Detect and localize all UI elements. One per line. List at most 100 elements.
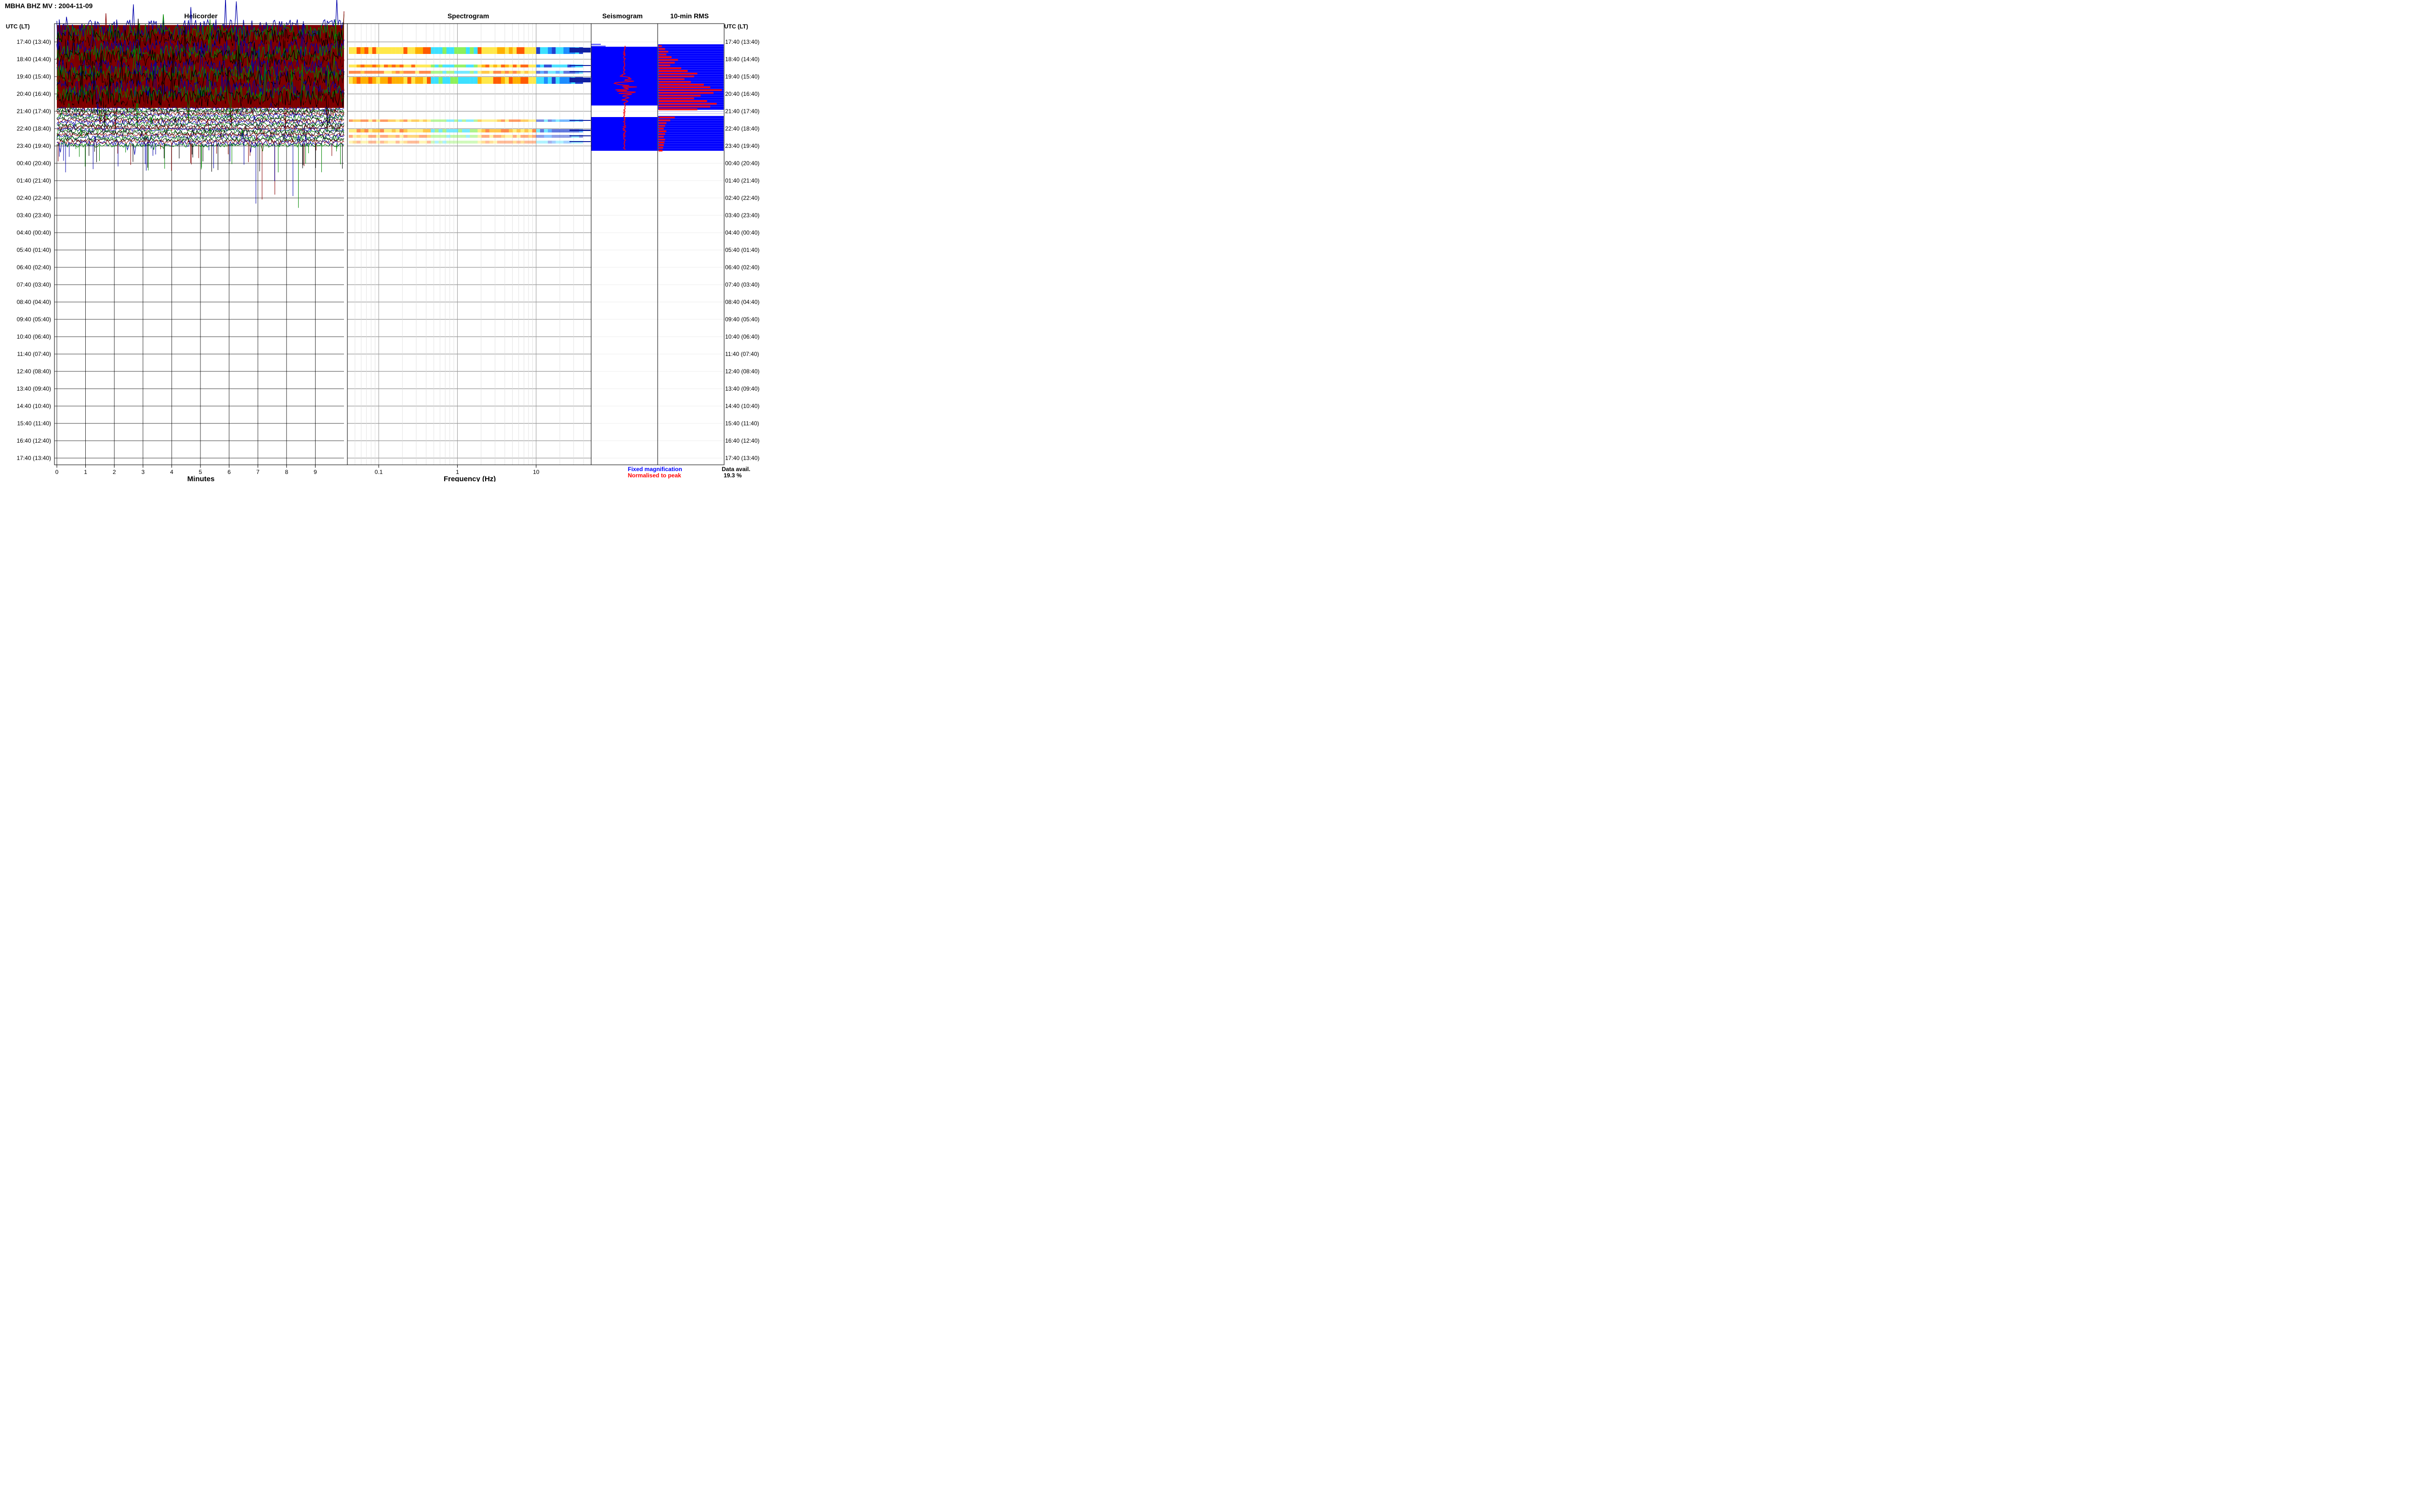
spectrogram-cell: [536, 71, 540, 74]
spectrogram-cell: [516, 77, 521, 84]
spectrogram-cell: [493, 129, 497, 132]
spectrogram-cell: [563, 47, 568, 54]
spectrogram-cell: [442, 71, 447, 74]
spectrogram-cell: [411, 77, 415, 84]
spectrogram-cell: [528, 129, 532, 132]
spectrogram-cell: [516, 47, 521, 54]
spectrogram-cell: [423, 65, 427, 67]
spectrogram-cell: [392, 47, 396, 54]
spectrogram-cell: [466, 135, 470, 138]
spectrogram-cell: [368, 119, 372, 122]
spectrogram-cell: [431, 141, 435, 144]
spectrogram-cell: [360, 141, 365, 144]
spectrogram-cell: [384, 77, 388, 84]
spectrogram-cell: [454, 77, 458, 84]
spectrogram-cell: [423, 71, 427, 74]
legend-fixed-magnification: Fixed magnification: [628, 466, 682, 473]
spectrogram-cell: [528, 65, 532, 67]
spectrogram-cell: [477, 71, 482, 74]
spectrogram-cell: [474, 65, 478, 67]
spectrogram-cell: [497, 77, 501, 84]
spectrogram-cell: [466, 141, 470, 144]
spectrogram-cell: [501, 135, 505, 138]
spectrogram-cell: [501, 129, 505, 132]
spectrogram-cell: [559, 47, 564, 54]
spectrogram-cell: [493, 141, 497, 144]
spectrogram-cell: [372, 141, 376, 144]
rms-normalised-bar: [659, 97, 694, 100]
spectrogram-high-freq-band: [569, 65, 591, 66]
spectrogram-cell: [552, 135, 556, 138]
rms-normalised-bar: [659, 53, 667, 55]
spectrogram-cell: [403, 47, 408, 54]
spectrogram-cell: [466, 77, 470, 84]
rms-normalised-bar: [659, 141, 665, 144]
spectrogram-cell: [427, 65, 431, 67]
spectrogram-cell: [509, 129, 513, 132]
spectrogram-cell: [540, 129, 544, 132]
spectrogram-cell: [392, 141, 396, 144]
spectrogram-cell: [407, 141, 411, 144]
spectrogram-cell: [438, 129, 443, 132]
spectrogram-cell: [505, 77, 509, 84]
spectrogram-cell: [454, 71, 458, 74]
minutes-tick-label: 4: [170, 469, 173, 475]
spectrogram-cell: [450, 129, 454, 132]
spectrogram-cell: [489, 135, 493, 138]
rms-normalised-bar: [659, 146, 663, 149]
spectrogram-cell: [435, 129, 439, 132]
spectrogram-cell: [505, 47, 509, 54]
spectrogram-cell: [477, 119, 482, 122]
spectrogram-cell: [399, 119, 404, 122]
spectrogram-cell: [477, 77, 482, 84]
spectrogram-cell: [552, 129, 556, 132]
spectrogram-cell: [552, 71, 556, 74]
spectrogram-cell: [532, 65, 536, 67]
spectrogram-cell: [552, 47, 556, 54]
spectrogram-cell: [559, 119, 564, 122]
spectrogram-cell: [372, 119, 376, 122]
helicorder-trace: [56, 70, 344, 133]
helicorder-title: Helicorder: [184, 12, 218, 20]
spectrogram-cell: [540, 47, 544, 54]
spectrogram-cell: [392, 71, 396, 74]
spectrogram-cell: [501, 77, 505, 84]
x-axes: 0 1 2 3 4 5 6 7 8 9 0.1 1 10: [55, 465, 540, 475]
spectrogram-cell: [438, 65, 443, 67]
spectrogram-cell: [349, 135, 353, 138]
spectrogram-cell: [431, 135, 435, 138]
spectrogram-cell: [493, 47, 497, 54]
time-label-left: 03:40 (23:40): [17, 212, 51, 219]
spectrogram-cell: [431, 77, 435, 84]
time-label-right: 14:40 (10:40): [725, 403, 759, 409]
helicorder-trace: [56, 14, 344, 58]
spectrogram-cell: [505, 65, 509, 67]
rms-normalised-bar: [659, 89, 722, 91]
spectrogram-cell: [497, 47, 501, 54]
spectrogram-cell: [544, 141, 548, 144]
spectrogram-cell: [446, 141, 450, 144]
spectrogram-cell: [481, 141, 486, 144]
spectrogram-cell: [411, 135, 415, 138]
time-label-right: 23:40 (19:40): [725, 143, 759, 149]
minutes-tick-label: 3: [141, 469, 145, 475]
panel-frames: [54, 23, 725, 465]
rms-normalised-bar: [659, 117, 675, 118]
spectrogram-cell: [501, 119, 505, 122]
spectrogram-cell: [563, 71, 568, 74]
spectrogram-cell: [399, 129, 404, 132]
spectrogram-cell: [399, 71, 404, 74]
spectrogram-cell: [403, 129, 408, 132]
seismogram-panel: [591, 44, 658, 151]
spectrogram-cell: [450, 119, 454, 122]
spectrogram-cell: [415, 77, 419, 84]
spectrogram-cell: [427, 135, 431, 138]
spectrogram-cell: [485, 77, 490, 84]
spectrogram-cell: [513, 119, 517, 122]
spectrogram-cell: [372, 65, 376, 67]
spectrogram-high-freq-band: [569, 71, 591, 72]
spectrogram-cell: [435, 135, 439, 138]
spectrogram-cell: [532, 129, 536, 132]
spectrogram-cell: [559, 141, 564, 144]
spectrogram-cell: [442, 77, 447, 84]
